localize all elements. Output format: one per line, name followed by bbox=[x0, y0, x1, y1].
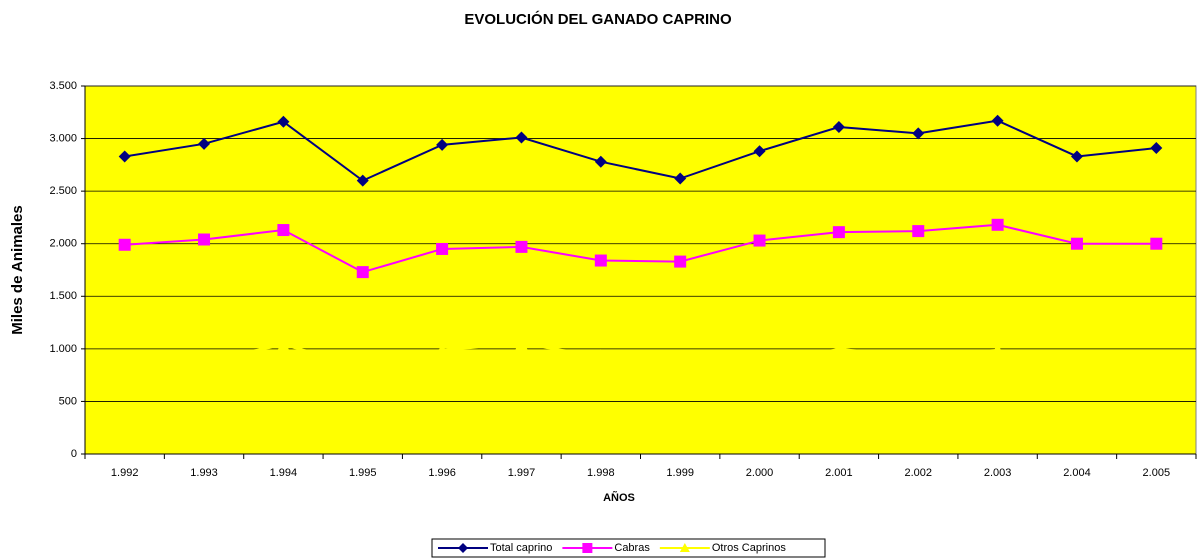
marker bbox=[594, 155, 607, 168]
x-tick-label: 2.003 bbox=[984, 467, 1012, 479]
marker bbox=[356, 174, 369, 187]
marker bbox=[277, 115, 290, 128]
marker bbox=[594, 254, 607, 267]
marker bbox=[277, 339, 290, 351]
marker bbox=[1150, 237, 1163, 250]
marker bbox=[515, 338, 528, 350]
marker bbox=[674, 364, 687, 376]
chart-title: EVOLUCIÓN DEL GANADO CAPRINO bbox=[464, 10, 732, 28]
marker bbox=[277, 224, 290, 237]
marker bbox=[118, 359, 131, 371]
marker bbox=[436, 138, 449, 151]
x-tick-label: 2.004 bbox=[1063, 467, 1091, 479]
x-tick-label: 1.992 bbox=[111, 467, 139, 479]
marker bbox=[436, 343, 449, 355]
x-tick-label: 1.999 bbox=[666, 467, 694, 479]
marker bbox=[674, 255, 687, 268]
marker bbox=[912, 127, 925, 140]
series-line bbox=[124, 119, 1157, 182]
x-tick-label: 2.001 bbox=[825, 467, 853, 479]
marker bbox=[1070, 237, 1083, 250]
marker bbox=[356, 356, 369, 368]
y-tick-label: 2.500 bbox=[49, 185, 77, 197]
series-line bbox=[124, 223, 1157, 274]
y-axis-title: Miles de Animales bbox=[9, 205, 26, 335]
legend-label: Total caprino bbox=[490, 542, 552, 554]
marker bbox=[912, 225, 925, 238]
y-tick-label: 1.000 bbox=[49, 343, 77, 355]
y-tick-label: 500 bbox=[59, 395, 77, 407]
marker bbox=[1150, 142, 1163, 155]
marker bbox=[356, 266, 369, 279]
series-line bbox=[124, 343, 1157, 372]
marker bbox=[198, 352, 211, 364]
marker bbox=[198, 137, 211, 150]
marker bbox=[436, 242, 449, 255]
marker bbox=[991, 218, 1004, 231]
legend: Total caprino Cabras Otros Caprinos bbox=[431, 538, 826, 558]
marker bbox=[458, 543, 468, 553]
marker bbox=[515, 131, 528, 144]
marker bbox=[594, 349, 607, 360]
marker bbox=[912, 350, 925, 362]
marker bbox=[832, 342, 845, 354]
legend-label: Otros Caprinos bbox=[712, 542, 786, 554]
legend-label: Cabras bbox=[614, 542, 650, 554]
marker bbox=[515, 240, 528, 253]
marker bbox=[753, 145, 766, 158]
marker bbox=[832, 226, 845, 239]
y-tick-label: 2.000 bbox=[49, 238, 77, 250]
marker bbox=[198, 233, 211, 246]
x-tick-label: 1.998 bbox=[587, 467, 615, 479]
x-tick-label: 1.993 bbox=[190, 467, 218, 479]
x-tick-label: 1.996 bbox=[428, 467, 456, 479]
marker bbox=[753, 234, 766, 247]
marker bbox=[1150, 352, 1163, 364]
marker bbox=[674, 172, 687, 185]
marker bbox=[1070, 360, 1083, 372]
x-tick-label: 2.005 bbox=[1143, 467, 1171, 479]
x-tick-label: 1.997 bbox=[508, 467, 536, 479]
marker bbox=[679, 543, 690, 552]
legend-box bbox=[431, 538, 826, 558]
marker bbox=[118, 150, 131, 163]
marker bbox=[582, 543, 593, 553]
marker bbox=[753, 358, 766, 370]
plot-area bbox=[84, 85, 1197, 455]
y-tick-label: 0 bbox=[71, 448, 77, 460]
y-tick-label: 3.500 bbox=[49, 80, 77, 92]
x-tick-label: 2.002 bbox=[904, 467, 932, 479]
y-tick-label: 3.000 bbox=[49, 132, 77, 144]
marker bbox=[1070, 150, 1083, 163]
x-tick-label: 2.000 bbox=[746, 467, 774, 479]
x-tick-label: 1.994 bbox=[270, 467, 298, 479]
x-axis-title: AÑOS bbox=[603, 491, 635, 504]
marker bbox=[118, 238, 131, 251]
x-tick-label: 1.995 bbox=[349, 467, 377, 479]
marker bbox=[991, 114, 1004, 127]
marker bbox=[991, 343, 1004, 355]
y-tick-label: 1.500 bbox=[49, 290, 77, 302]
marker bbox=[832, 121, 845, 134]
